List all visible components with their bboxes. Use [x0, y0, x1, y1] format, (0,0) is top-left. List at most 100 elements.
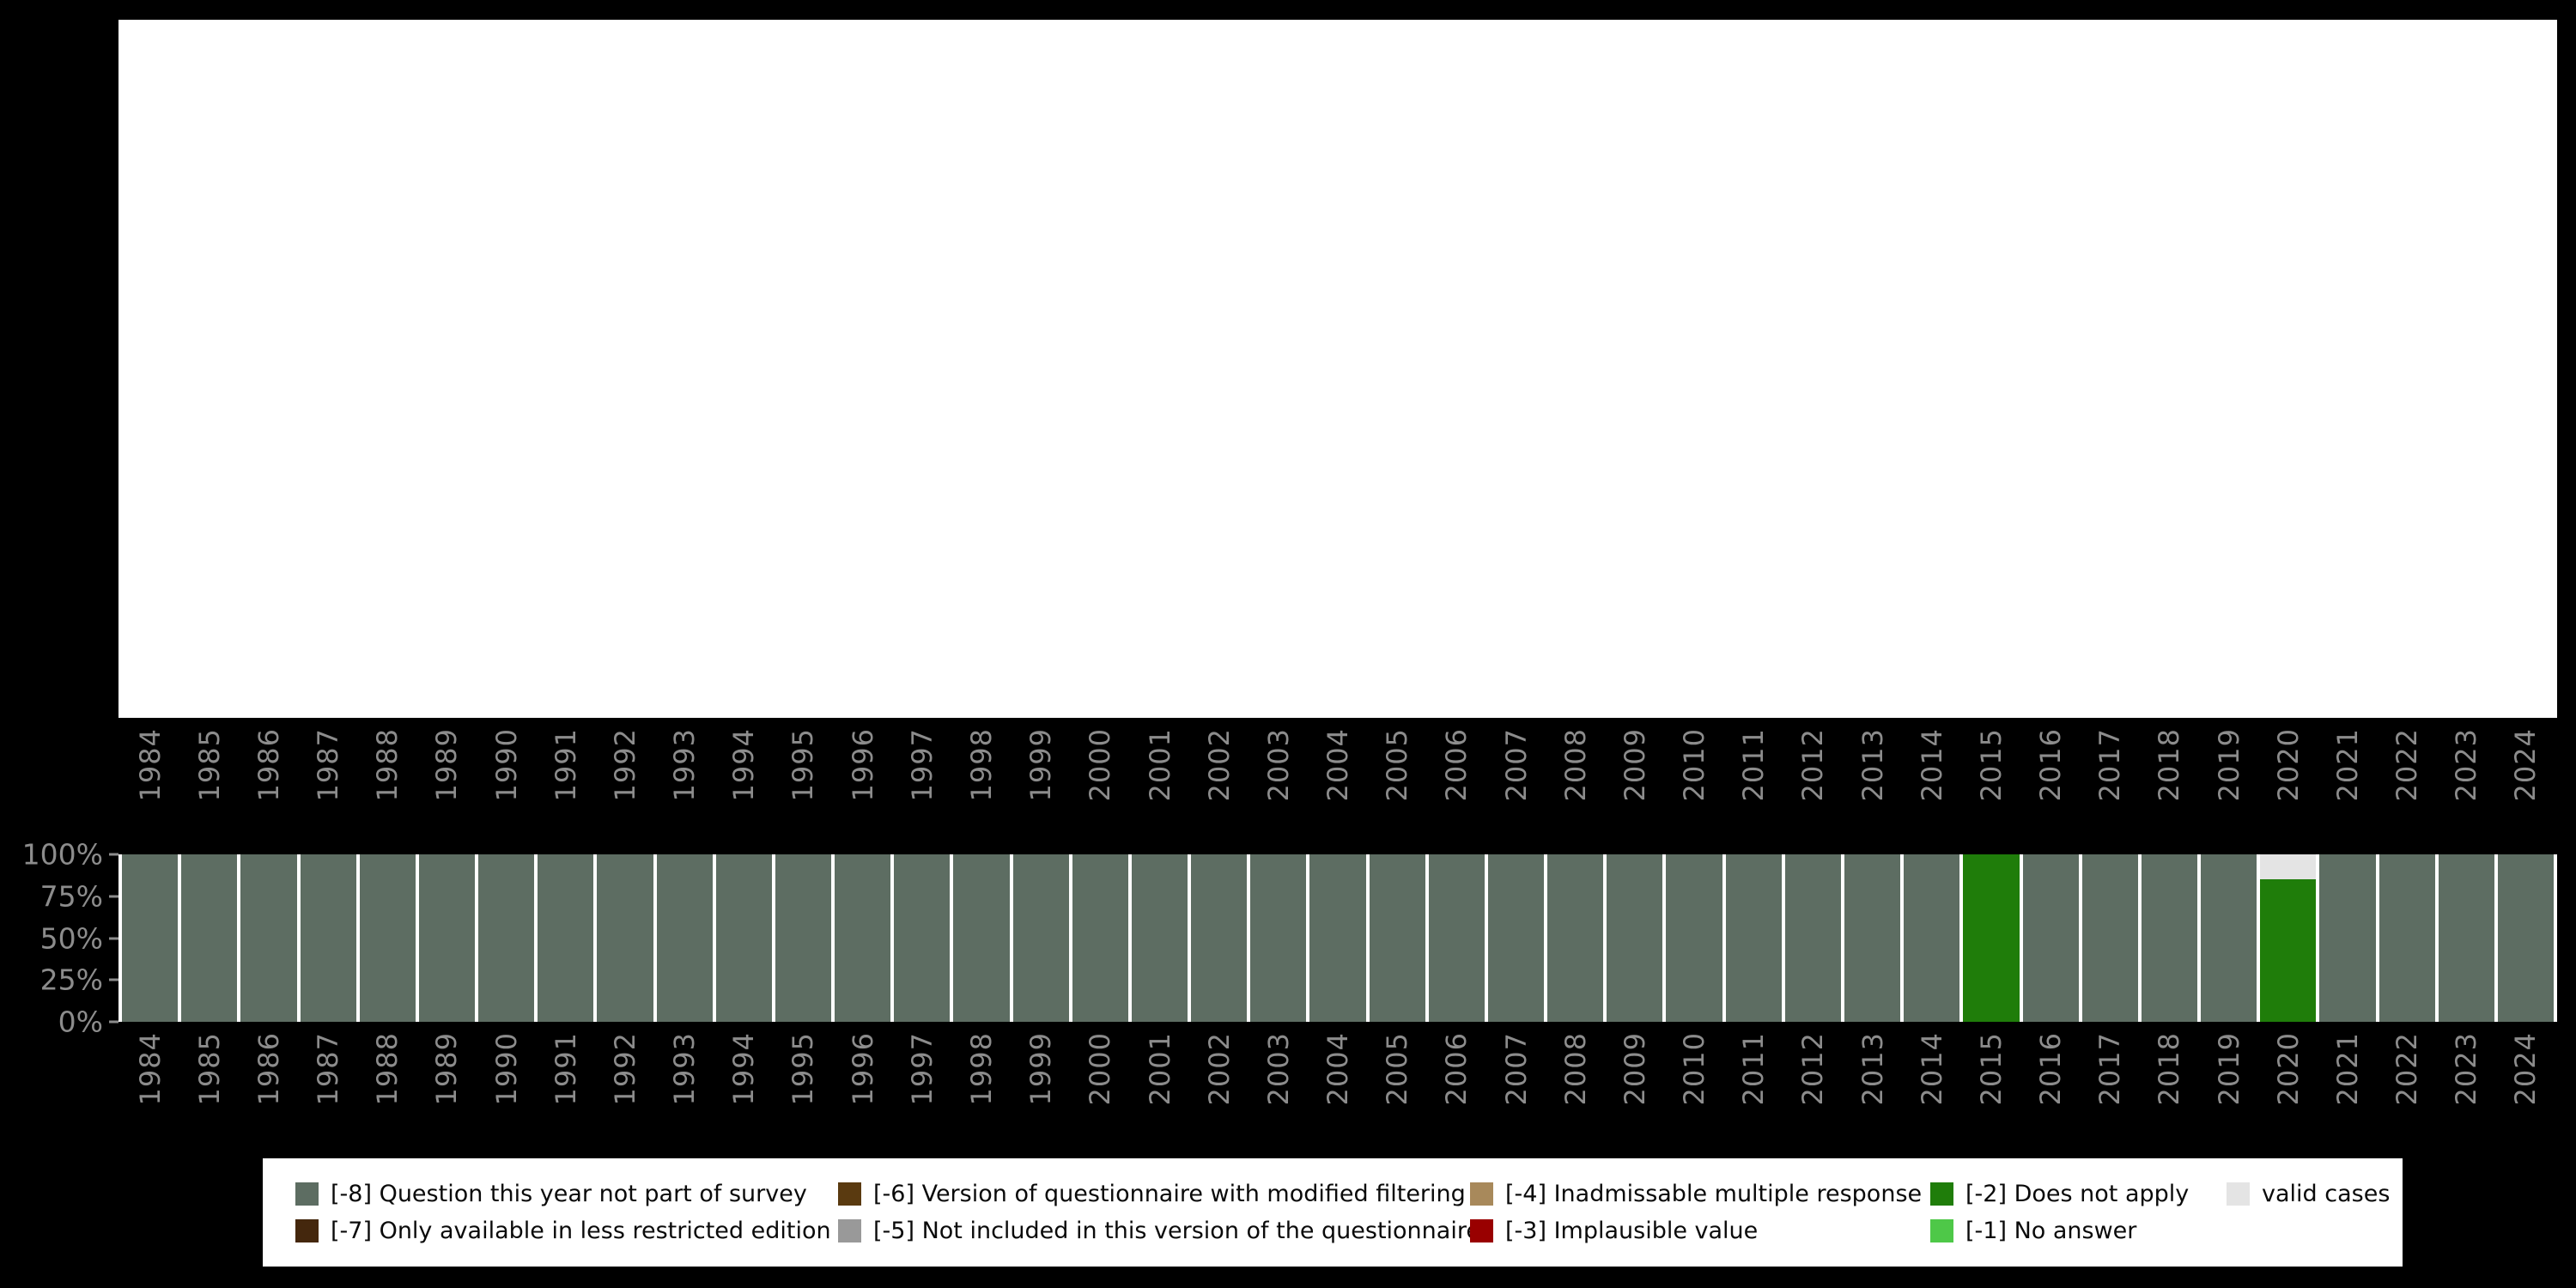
- x-axis-cell: 1993: [657, 1032, 713, 1125]
- stacked-bar-1996: [835, 854, 891, 1022]
- x-axis-cell: 1984: [122, 1032, 178, 1125]
- legend-swatch: [1930, 1182, 1953, 1206]
- x-axis-year-label: 1988: [371, 728, 404, 802]
- x-axis-cell: 2023: [2439, 1032, 2494, 1125]
- x-axis-cell: 2001: [1132, 1032, 1188, 1125]
- x-axis-cell: 1999: [1013, 1032, 1069, 1125]
- x-axis-cell: 2024: [2498, 1032, 2554, 1125]
- x-axis-cell: 1993: [657, 728, 713, 821]
- x-axis-year-label: 2001: [1143, 728, 1176, 802]
- x-axis-year-label: 2019: [2212, 1032, 2245, 1106]
- stacked-bar-2016: [2022, 854, 2079, 1022]
- stacked-bar-2022: [2379, 854, 2435, 1022]
- bar-segment: [1844, 854, 1901, 1022]
- stacked-bar-2005: [1369, 854, 1425, 1022]
- bar-segment: [894, 854, 951, 1022]
- x-axis-year-label: 2015: [1974, 728, 2008, 802]
- x-axis-cell: 2020: [2260, 728, 2316, 821]
- x-axis-year-label: 2011: [1737, 728, 1771, 802]
- x-axis-year-label: 1999: [1024, 1032, 1058, 1106]
- x-axis-cell: 2008: [1547, 728, 1603, 821]
- bar-segment: [775, 854, 832, 1022]
- x-axis-cell: 1989: [419, 1032, 475, 1125]
- x-axis-cell: 1994: [716, 728, 772, 821]
- x-axis-cell: 1991: [538, 728, 593, 821]
- stacked-bar-2003: [1250, 854, 1307, 1022]
- stacked-bar-1991: [538, 854, 594, 1022]
- bars-strip: [118, 854, 2557, 1022]
- stacked-bar-1992: [597, 854, 653, 1022]
- legend-item: [-4] Inadmissable multiple response: [1437, 1181, 1922, 1207]
- x-axis-year-label: 2000: [1084, 1032, 1117, 1106]
- x-axis-cell: 1984: [122, 728, 178, 821]
- x-axis-cell: 2002: [1191, 728, 1247, 821]
- x-axis-cell: 2022: [2379, 728, 2435, 821]
- x-axis-labels-row: 1984 1985 1986 1987 1988 1989 1990 1991 1992 1993…: [118, 1032, 2557, 1125]
- x-axis-cell: 2003: [1250, 1032, 1306, 1125]
- x-axis-year-label: 2021: [2330, 1032, 2364, 1106]
- bar-segment: [359, 854, 416, 1022]
- x-axis-year-label: 1998: [964, 1032, 998, 1106]
- x-axis-cell: 1988: [360, 728, 416, 821]
- x-axis-year-label: 1997: [905, 1032, 939, 1106]
- x-axis-cell: 2018: [2142, 728, 2197, 821]
- bar-segment: [1725, 854, 1782, 1022]
- x-axis-cell: 2005: [1370, 728, 1425, 821]
- x-axis-cell: 1990: [478, 1032, 534, 1125]
- x-axis-cell: 2022: [2379, 1032, 2435, 1125]
- stacked-bar-2014: [1904, 854, 1960, 1022]
- x-axis-cell: 1999: [1013, 728, 1069, 821]
- legend-item: [-3] Implausible value: [1437, 1218, 1898, 1244]
- stacked-bar-2015: [1963, 854, 2020, 1022]
- stacked-bar-1995: [775, 854, 832, 1022]
- x-axis-year-label: 1991: [549, 1032, 582, 1106]
- x-axis-year-label: 1989: [430, 728, 464, 802]
- stacked-bar-1994: [715, 854, 772, 1022]
- bar-segment: [1191, 854, 1248, 1022]
- x-axis-year-label: 2021: [2330, 728, 2364, 802]
- x-axis-year-label: 2018: [2153, 1032, 2186, 1106]
- legend-label: valid cases: [2262, 1181, 2391, 1207]
- stacked-bar-2019: [2201, 854, 2257, 1022]
- bar-segment: [1487, 854, 1545, 1022]
- x-axis-cell: 2024: [2498, 728, 2554, 821]
- x-axis-cell: 2019: [2201, 728, 2257, 821]
- stacked-bar-2018: [2141, 854, 2198, 1022]
- legend-label: [-5] Not included in this version of the…: [873, 1218, 1480, 1244]
- legend-swatch: [2227, 1182, 2250, 1206]
- x-axis-year-label: 1984: [133, 1032, 167, 1106]
- x-axis-year-label: 2003: [1261, 728, 1295, 802]
- x-axis-year-label: 2004: [1321, 1032, 1355, 1106]
- bar-segment: [1666, 854, 1722, 1022]
- x-axis-cell: 2009: [1607, 728, 1662, 821]
- x-axis-cell: 1991: [538, 1032, 593, 1125]
- bar-segment: [2438, 854, 2494, 1022]
- x-axis-year-label: 1990: [489, 1032, 523, 1106]
- y-axis-tick-mark: [109, 978, 118, 981]
- x-axis-year-label: 2006: [1440, 728, 1473, 802]
- y-axis-tick-mark: [109, 1020, 118, 1024]
- stacked-bar-1997: [894, 854, 951, 1022]
- stacked-bar-1987: [300, 854, 356, 1022]
- x-axis-cell: 1992: [597, 728, 653, 821]
- x-axis-year-label: 2017: [2093, 1032, 2127, 1106]
- legend-label: [-2] Does not apply: [1965, 1181, 2190, 1207]
- legend-swatch: [295, 1182, 319, 1206]
- bar-segment: [835, 854, 891, 1022]
- x-axis-year-label: 2016: [2034, 1032, 2068, 1106]
- x-axis-year-label: 2020: [2271, 1032, 2305, 1106]
- stacked-bar-2004: [1309, 854, 1366, 1022]
- x-axis-cell: 1998: [953, 728, 1009, 821]
- x-axis-cell: 2008: [1547, 1032, 1603, 1125]
- x-axis-year-label: 1987: [312, 1032, 345, 1106]
- x-axis-cell: 1985: [181, 1032, 237, 1125]
- bar-segment: [1904, 854, 1960, 1022]
- x-axis-cell: 2023: [2439, 728, 2494, 821]
- x-axis-cell: 2007: [1488, 1032, 1544, 1125]
- x-axis-year-label: 2013: [1856, 728, 1889, 802]
- stacked-bar-2008: [1547, 854, 1604, 1022]
- legend-row: [-8] Question this year not part of surv…: [263, 1181, 2403, 1207]
- x-axis-cell: 1989: [419, 728, 475, 821]
- bar-segment: [240, 854, 297, 1022]
- legend-item: [-7] Only available in less restricted e…: [263, 1218, 831, 1244]
